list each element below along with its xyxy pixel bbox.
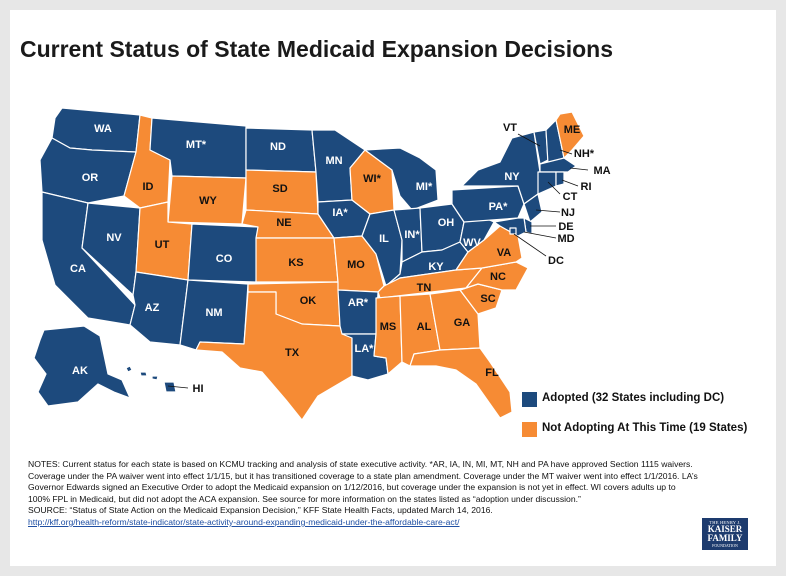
notes-text: NOTES: Current status for each state is …: [28, 459, 698, 504]
label-id: ID: [143, 181, 154, 193]
label-ut: UT: [155, 239, 170, 251]
label-mo: MO: [347, 259, 365, 271]
kff-logo-line4: FOUNDATION: [712, 543, 738, 548]
label-mn: MN: [325, 155, 342, 167]
leader-line-dc: [513, 233, 547, 257]
state-tx[interactable]: [195, 291, 353, 421]
label-ne: NE: [276, 217, 291, 229]
label-nh: NH*: [574, 148, 595, 160]
state-mi[interactable]: [364, 147, 439, 211]
label-de: DE: [558, 221, 573, 233]
label-dc: DC: [548, 255, 564, 267]
legend-swatch-adopted: [522, 392, 537, 407]
label-wa: WA: [94, 123, 112, 135]
label-ks: KS: [288, 257, 303, 269]
state-ga[interactable]: [429, 289, 481, 351]
label-la: LA*: [355, 343, 375, 355]
state-ri[interactable]: [555, 171, 565, 187]
label-ma: MA: [593, 165, 610, 177]
kff-logo-line1: THE HENRY J.: [709, 520, 741, 525]
state-nj[interactable]: [523, 193, 543, 223]
label-nd: ND: [270, 141, 286, 153]
state-ny[interactable]: [461, 131, 541, 205]
label-md: MD: [557, 233, 574, 245]
source-link[interactable]: http://kff.org/health-reform/state-indic…: [28, 516, 460, 527]
label-ms: MS: [380, 321, 397, 333]
label-ri: RI: [581, 181, 592, 193]
label-hi: HI: [193, 383, 204, 395]
leader-line-ct: [547, 181, 561, 195]
label-me: ME: [564, 124, 581, 136]
label-or: OR: [82, 172, 99, 184]
label-ga: GA: [454, 317, 471, 329]
leader-line-nh: [559, 149, 573, 155]
state-ak[interactable]: [33, 325, 131, 407]
leader-line-ri: [561, 179, 579, 187]
leader-line-md: [523, 231, 557, 239]
label-pa: PA*: [489, 201, 508, 213]
label-in: IN*: [404, 229, 420, 241]
leader-line-hi: [167, 385, 189, 389]
label-vt: VT: [503, 122, 517, 134]
label-nv: NV: [106, 232, 122, 244]
label-fl: FL: [485, 367, 499, 379]
label-nc: NC: [490, 271, 506, 283]
source-text: SOURCE: “Status of State Action on the M…: [28, 505, 493, 516]
label-ak: AK: [72, 365, 88, 377]
label-ia: IA*: [332, 207, 348, 219]
notes-block: NOTES: Current status for each state is …: [28, 459, 698, 529]
state-dc[interactable]: [509, 227, 517, 235]
label-ct: CT: [563, 191, 578, 203]
label-nj: NJ: [561, 207, 575, 219]
label-wy: WY: [199, 195, 217, 207]
state-ct[interactable]: [537, 171, 557, 195]
state-ma[interactable]: [539, 157, 577, 173]
label-al: AL: [417, 321, 432, 333]
label-va: VA: [497, 247, 512, 259]
label-ar: AR*: [348, 297, 369, 309]
leader-line-ma: [569, 167, 589, 171]
label-nm: NM: [205, 307, 222, 319]
legend-label-adopted: Adopted (32 States including DC): [542, 392, 725, 404]
label-tx: TX: [285, 347, 300, 359]
state-hi[interactable]: [125, 365, 177, 393]
kff-logo: THE HENRY J. KAISER FAMILY FOUNDATION: [702, 518, 748, 550]
label-wi: WI*: [363, 173, 381, 185]
label-wv: WV: [463, 237, 481, 249]
label-mt: MT*: [186, 139, 207, 151]
label-tn: TN: [417, 282, 432, 294]
label-co: CO: [216, 253, 233, 265]
kff-logo-line2: KAISER: [707, 524, 743, 534]
legend-label-not-adopting: Not Adopting At This Time (19 States): [542, 422, 748, 434]
kff-logo-line3: FAMILY: [707, 533, 743, 543]
map-title: Current Status of State Medicaid Expansi…: [20, 36, 614, 62]
label-ny: NY: [504, 171, 520, 183]
leader-line-vt: [517, 133, 541, 147]
state-fl[interactable]: [409, 347, 513, 419]
label-sd: SD: [272, 183, 287, 195]
label-az: AZ: [145, 302, 160, 314]
legend-swatch-not-adopting: [522, 422, 537, 437]
label-ky: KY: [428, 261, 444, 273]
label-ok: OK: [300, 295, 317, 307]
leader-line-nj: [535, 209, 561, 213]
label-sc: SC: [480, 293, 495, 305]
label-il: IL: [379, 233, 389, 245]
label-mi: MI*: [416, 181, 433, 193]
label-ca: CA: [70, 263, 86, 275]
label-oh: OH: [438, 217, 455, 229]
